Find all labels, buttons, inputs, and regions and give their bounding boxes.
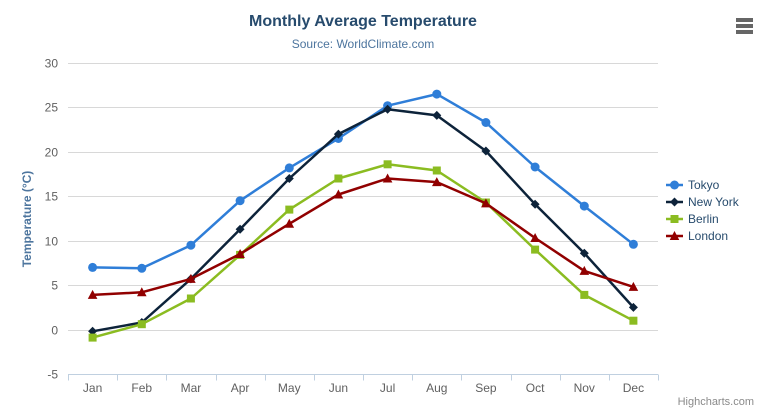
y-axis-title: Temperature (°C)	[20, 170, 34, 268]
x-axis-label: Mar	[181, 381, 202, 395]
data-point-london-Oct[interactable]	[530, 233, 540, 242]
x-axis-label: Aug	[426, 381, 447, 395]
legend-item-berlin[interactable]: Berlin	[666, 210, 739, 227]
legend-label: Berlin	[688, 211, 719, 226]
data-point-berlin-Feb[interactable]	[137, 320, 146, 329]
x-axis-label: Nov	[574, 381, 595, 395]
data-point-new-york-May[interactable]	[284, 174, 294, 183]
data-point-london-Dec[interactable]	[628, 281, 639, 291]
data-point-new-york-Jan[interactable]	[88, 326, 98, 336]
data-point-berlin-Jun[interactable]	[334, 174, 343, 183]
series-line-tokyo[interactable]	[91, 92, 635, 270]
data-point-berlin-Mar[interactable]	[186, 294, 195, 303]
data-point-berlin-Nov[interactable]	[580, 290, 589, 299]
data-point-london-Jan[interactable]	[87, 289, 98, 299]
chart-context-menu-button[interactable]	[732, 16, 756, 38]
data-point-london-May[interactable]	[284, 218, 295, 228]
x-axis-label: May	[278, 381, 301, 395]
y-axis-label: 10	[45, 235, 59, 249]
data-point-berlin-Aug[interactable]	[432, 166, 441, 175]
data-point-berlin-Jul[interactable]	[383, 160, 392, 169]
x-axis-label: Jun	[329, 381, 348, 395]
x-axis-label: Apr	[231, 381, 250, 395]
data-point-london-Jul[interactable]	[382, 173, 393, 183]
legend-label: London	[688, 228, 729, 243]
y-axis-label: 0	[51, 324, 58, 338]
legend-marker-berlin	[666, 214, 683, 223]
data-point-tokyo-May[interactable]	[284, 163, 294, 173]
y-axis-label: 15	[45, 190, 59, 204]
data-point-berlin-Jan[interactable]	[88, 333, 97, 342]
y-axis-label: 5	[51, 279, 58, 293]
data-point-berlin-May[interactable]	[285, 205, 294, 214]
data-point-new-york-Sep[interactable]	[481, 146, 491, 156]
data-point-new-york-Dec[interactable]	[628, 302, 638, 312]
data-point-new-york-Oct[interactable]	[530, 199, 540, 209]
x-axis-label: Jul	[380, 381, 395, 395]
data-point-london-Nov[interactable]	[579, 265, 590, 275]
data-point-london-Aug[interactable]	[432, 177, 442, 187]
data-point-new-york-Jun[interactable]	[333, 129, 343, 139]
data-point-london-Sep[interactable]	[481, 198, 491, 208]
x-axis-label: Sep	[475, 381, 497, 395]
data-point-new-york-Jul[interactable]	[383, 104, 393, 114]
x-axis-label: Oct	[526, 381, 545, 395]
data-point-tokyo-Mar[interactable]	[186, 240, 196, 250]
chart-title: Monthly Average Temperature	[249, 13, 477, 30]
data-point-tokyo-Nov[interactable]	[579, 201, 589, 211]
data-point-tokyo-Sep[interactable]	[481, 118, 491, 127]
credits-link[interactable]: Highcharts.com	[677, 396, 754, 408]
y-axis-label: 25	[45, 101, 59, 115]
data-point-new-york-Aug[interactable]	[432, 110, 442, 120]
x-axis-label: Feb	[131, 381, 152, 395]
legend-label: New York	[688, 194, 739, 209]
x-axis-label: Dec	[623, 381, 644, 395]
legend-item-tokyo[interactable]: Tokyo	[666, 176, 739, 193]
legend-marker-tokyo	[666, 180, 683, 189]
data-point-tokyo-Oct[interactable]	[530, 162, 540, 172]
data-point-tokyo-Jan[interactable]	[88, 262, 98, 272]
data-point-new-york-Nov[interactable]	[579, 248, 589, 258]
legend-marker-london	[666, 230, 683, 240]
data-point-london-Apr[interactable]	[235, 249, 245, 258]
data-point-london-Jun[interactable]	[333, 189, 344, 199]
legend-item-london[interactable]: London	[666, 227, 739, 244]
series-line-london[interactable]	[91, 177, 635, 297]
y-axis-label: 20	[45, 146, 59, 160]
x-axis-label: Jan	[83, 381, 102, 395]
hamburger-menu-icon	[735, 18, 753, 34]
legend: Tokyo New York Berlin London	[666, 176, 739, 244]
series-line-new-york[interactable]	[91, 107, 635, 333]
data-point-tokyo-Aug[interactable]	[432, 89, 442, 99]
data-point-berlin-Oct[interactable]	[531, 245, 540, 254]
data-point-new-york-Apr[interactable]	[235, 224, 245, 234]
data-point-berlin-Dec[interactable]	[629, 316, 638, 325]
y-axis-label: 30	[45, 57, 59, 71]
data-point-tokyo-Apr[interactable]	[235, 196, 245, 206]
series-line-berlin[interactable]	[91, 163, 635, 339]
data-point-tokyo-Feb[interactable]	[137, 263, 147, 273]
legend-item-new-york[interactable]: New York	[666, 193, 739, 210]
data-point-tokyo-Dec[interactable]	[628, 239, 638, 249]
data-point-london-Mar[interactable]	[186, 273, 196, 283]
legend-marker-new-york	[666, 197, 683, 206]
legend-label: Tokyo	[688, 177, 720, 192]
data-point-london-Feb[interactable]	[137, 287, 147, 297]
y-axis-label: -5	[47, 368, 58, 382]
chart-subtitle: Source: WorldClimate.com	[291, 37, 435, 51]
